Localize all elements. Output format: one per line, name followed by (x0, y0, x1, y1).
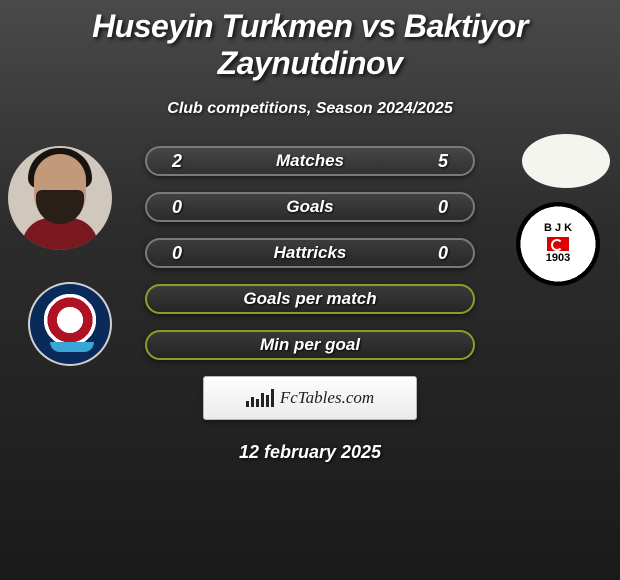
badge-right-year: 1903 (544, 253, 572, 265)
page-title: Huseyin Turkmen vs Baktiyor Zaynutdinov (0, 0, 620, 82)
brand-badge: FcTables.com (203, 376, 417, 420)
stat-row: Goals per match (145, 284, 475, 314)
brand-text: FcTables.com (280, 388, 374, 408)
stat-label: Matches (189, 151, 431, 171)
stat-row: 2Matches5 (145, 146, 475, 176)
stat-row: Min per goal (145, 330, 475, 360)
stat-row: 0Goals0 (145, 192, 475, 222)
subtitle: Club competitions, Season 2024/2025 (0, 100, 620, 118)
player-left-avatar (8, 146, 112, 250)
player-right-avatar (522, 134, 610, 188)
chart-icon (246, 389, 274, 407)
stat-label: Goals per match (189, 289, 431, 309)
stat-left-value: 0 (165, 243, 189, 264)
club-badge-left (28, 282, 112, 366)
stat-left-value: 0 (165, 197, 189, 218)
turkish-flag-icon (547, 237, 569, 251)
stat-right-value: 0 (431, 197, 455, 218)
comparison-panel: B J K 1903 2Matches50Goals00Hattricks0Go… (0, 146, 620, 463)
date-text: 12 february 2025 (0, 442, 620, 463)
stat-row: 0Hattricks0 (145, 238, 475, 268)
club-badge-right: B J K 1903 (516, 202, 600, 286)
badge-right-top-text: B J K (544, 223, 572, 235)
stat-label: Min per goal (189, 335, 431, 355)
stat-right-value: 0 (431, 243, 455, 264)
stat-label: Hattricks (189, 243, 431, 263)
stat-right-value: 5 (431, 151, 455, 172)
stat-label: Goals (189, 197, 431, 217)
stat-left-value: 2 (165, 151, 189, 172)
